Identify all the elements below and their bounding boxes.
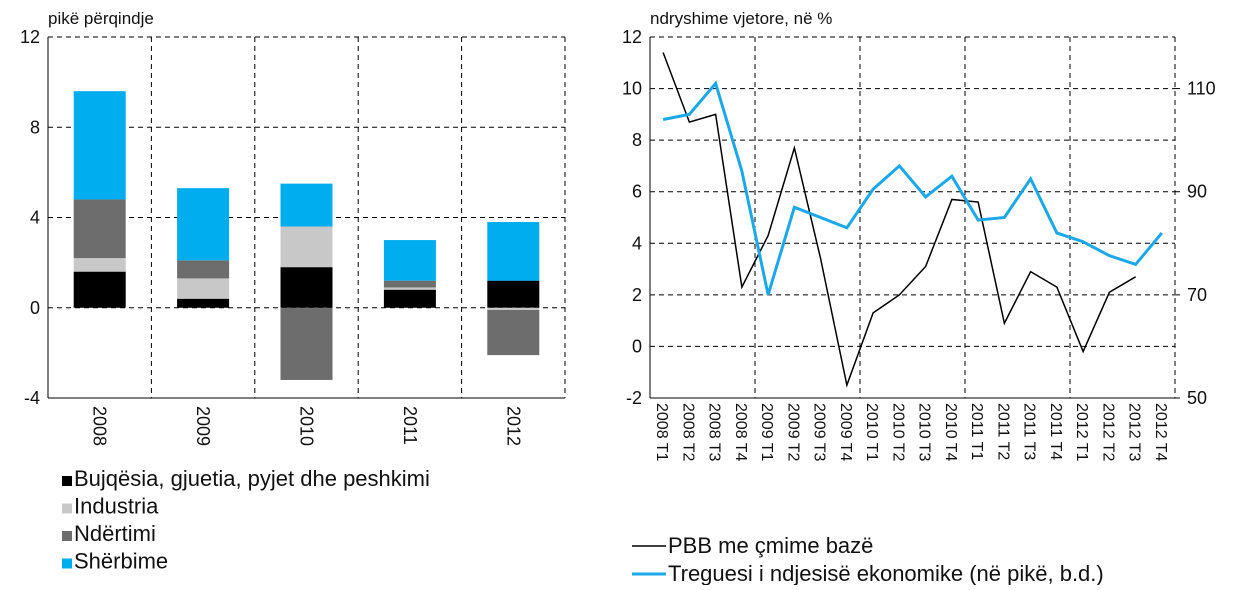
x-tick-label: 2011 T4 (1047, 403, 1064, 460)
x-tick-label: 2011 (400, 406, 420, 445)
legend-label: Shërbime (74, 549, 168, 574)
x-tick-label: 2012 (503, 406, 523, 446)
bar (383, 280, 436, 288)
legend-swatch (62, 558, 72, 569)
x-tick-label: 2008 T4 (732, 403, 749, 462)
y-tick-label: 4 (632, 233, 642, 253)
x-tick-label: 2010 T2 (889, 403, 906, 462)
x-tick-label: 2011 T3 (1021, 403, 1038, 460)
series-line (662, 52, 1137, 388)
x-tick-label: 2012 T4 (1152, 403, 1169, 462)
bar (73, 91, 126, 200)
x-tick-label: 2012 T2 (1099, 403, 1116, 462)
bar (383, 289, 436, 308)
x-tick-label: 2012 T3 (1126, 403, 1143, 462)
bar (73, 271, 126, 308)
x-tick-label: 2009 T2 (784, 403, 801, 462)
bar (487, 310, 540, 356)
x-tick-label: 2010 T4 (942, 403, 959, 462)
x-tick-label: 2010 T1 (863, 403, 880, 462)
legend-swatch (62, 531, 72, 541)
y2-tick-label: 90 (1187, 182, 1207, 202)
y-tick-label: 0 (30, 298, 40, 318)
y-tick-label: 6 (632, 182, 642, 202)
x-tick-label: 2008 T3 (706, 403, 723, 462)
y2-tick-label: 50 (1187, 388, 1207, 408)
y2-tick-label: 70 (1187, 285, 1207, 305)
y-axis-label: pikë përqindje (48, 9, 154, 28)
legend-label: Ndërtimi (74, 521, 156, 546)
bar (280, 183, 333, 227)
x-tick-label: 2011 T1 (968, 403, 985, 460)
x-tick-label: 2008 T2 (679, 403, 696, 462)
x-tick-label: 2012 T1 (1073, 403, 1090, 462)
bar (73, 258, 126, 272)
y-tick-label: 12 (622, 27, 642, 47)
bar (487, 307, 540, 311)
y-tick-label: -4 (24, 388, 40, 408)
y-tick-label: 2 (632, 285, 642, 305)
bar (383, 287, 436, 290)
bar (383, 240, 436, 281)
legend-label: PBB me çmime bazë (668, 533, 873, 558)
bar (280, 307, 333, 380)
y2-tick-label: 110 (1187, 79, 1216, 99)
bar (280, 226, 333, 268)
legend-swatch (62, 503, 72, 514)
x-tick-label: 2011 T2 (994, 403, 1011, 460)
x-tick-label: 2008 T1 (653, 403, 670, 462)
y-axis-label: ndryshime vjetore, në % (650, 9, 832, 28)
legend-swatch (62, 476, 72, 486)
y-tick-label: 8 (632, 130, 642, 150)
x-tick-label: 2010 (297, 406, 317, 446)
y-tick-label: 12 (20, 27, 40, 47)
bar (280, 267, 333, 308)
y-tick-label: 4 (30, 208, 40, 228)
y-tick-label: 0 (632, 336, 642, 356)
bar (73, 199, 126, 259)
bar (487, 280, 540, 308)
y-tick-label: -2 (626, 388, 642, 408)
x-tick-label: 2009 (193, 406, 213, 446)
bar (177, 278, 230, 299)
series-line (662, 80, 1164, 296)
x-tick-label: 2009 T4 (837, 403, 854, 462)
bar (177, 188, 230, 261)
bar (177, 298, 230, 308)
legend-label: Bujqësia, gjuetia, pyjet dhe peshkimi (74, 466, 430, 491)
bar (177, 260, 230, 279)
x-tick-label: 2009 T1 (758, 403, 775, 462)
x-tick-label: 2008 (90, 406, 110, 446)
x-tick-label: 2009 T3 (811, 403, 828, 462)
x-tick-label: 2010 T3 (916, 403, 933, 462)
y-tick-label: 10 (622, 79, 642, 99)
y-tick-label: 8 (30, 117, 40, 137)
bar (487, 222, 540, 281)
legend-label: Treguesi i ndjesisë ekonomike (në pikë, … (668, 561, 1104, 585)
legend-label: Industria (74, 494, 159, 519)
